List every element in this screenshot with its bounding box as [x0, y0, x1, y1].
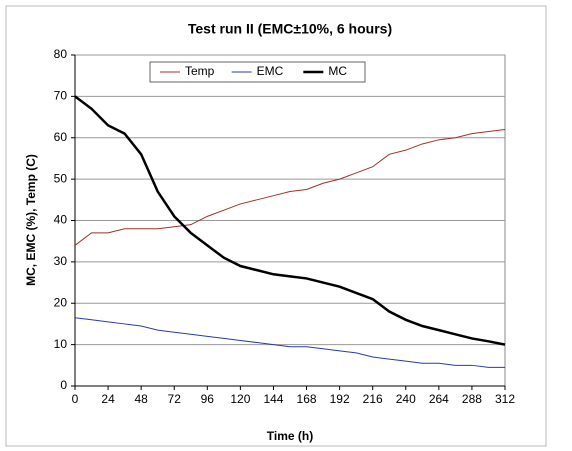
y-tick-label: 0 [60, 378, 67, 392]
x-tick-label: 0 [72, 392, 79, 406]
x-axis-label: Time (h) [267, 429, 313, 443]
y-tick-label: 60 [54, 130, 68, 144]
x-tick-label: 216 [363, 392, 383, 406]
x-tick-label: 120 [230, 392, 250, 406]
x-tick-label: 72 [168, 392, 182, 406]
x-tick-label: 288 [462, 392, 482, 406]
x-tick-label: 48 [134, 392, 148, 406]
x-tick-label: 240 [396, 392, 416, 406]
series-line [74, 128, 506, 246]
x-tick-label: 264 [429, 392, 449, 406]
legend-box [149, 61, 366, 83]
y-tick-label: 10 [54, 337, 68, 351]
y-tick-label: 40 [54, 213, 68, 227]
legend-label: MC [328, 64, 347, 78]
y-tick-label: 20 [54, 295, 68, 309]
x-tick-label: 312 [495, 392, 515, 406]
x-tick-label: 144 [263, 392, 283, 406]
legend-label: EMC [257, 64, 284, 78]
y-tick-label: 70 [54, 89, 68, 103]
x-tick-label: 24 [101, 392, 115, 406]
chart-title: Test run II (EMC±10%, 6 hours) [188, 21, 392, 37]
series-line [74, 95, 506, 346]
x-tick-label: 192 [330, 392, 350, 406]
y-tick-label: 50 [54, 171, 68, 185]
y-axis-label: MC, EMC (%), Temp (C) [24, 154, 38, 286]
x-tick-label: 168 [297, 392, 317, 406]
x-tick-label: 96 [201, 392, 215, 406]
series-line [74, 317, 505, 368]
y-tick-label: 80 [54, 47, 68, 61]
y-tick-label: 30 [54, 254, 68, 268]
legend-label: Temp [185, 64, 215, 78]
